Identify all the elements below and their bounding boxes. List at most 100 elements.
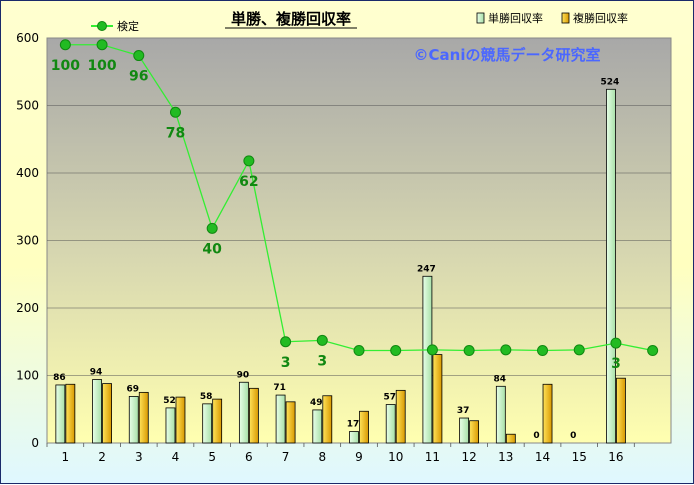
legend-bar-win: 単勝回収率 [476, 11, 543, 25]
y-tick-label: 600 [16, 31, 39, 45]
point-kentei [316, 334, 328, 346]
y-tick-label: 300 [16, 234, 39, 248]
gridlines [47, 105, 671, 376]
data-label-kentei: 3 [611, 356, 621, 372]
data-label-win: 37 [457, 406, 470, 416]
point-kentei [169, 106, 181, 118]
x-tick-label: 12 [461, 450, 476, 464]
x-tick-label: 13 [498, 450, 513, 464]
bar-place [248, 387, 259, 444]
legend-bar-place: 複勝回収率 [561, 11, 628, 25]
line-series [59, 39, 659, 357]
point-kentei [573, 344, 585, 356]
data-label-kentei: 3 [317, 353, 327, 369]
bar-place [359, 410, 369, 444]
y-tick-label: 500 [16, 99, 39, 113]
bar-place [212, 398, 223, 444]
legend-label-win: 単勝回収率 [488, 11, 543, 25]
point-kentei [353, 345, 365, 357]
legend-label-kentei: 検定 [117, 19, 139, 33]
data-label-kentei: 100 [51, 58, 80, 74]
x-tick-label: 7 [282, 450, 290, 464]
point-kentei [133, 50, 145, 62]
point-kentei [426, 344, 438, 356]
x-tick-label: 6 [245, 450, 253, 464]
bar-place [616, 377, 626, 444]
y-tick-label: 100 [16, 369, 39, 383]
bar-win [275, 394, 286, 444]
data-label-win: 86 [53, 373, 66, 383]
bar-place [505, 433, 516, 444]
bar-place [322, 395, 333, 444]
x-tick-label: 10 [388, 450, 403, 464]
data-label-win: 0 [570, 431, 576, 441]
bar-place [432, 354, 443, 444]
point-kentei [59, 39, 71, 51]
x-tick-label: 9 [355, 450, 363, 464]
bar-place [395, 389, 406, 444]
data-label-kentei: 78 [166, 125, 185, 141]
bar-win [606, 88, 616, 444]
x-tick-label: 14 [535, 450, 550, 464]
data-label-kentei: 96 [129, 69, 148, 85]
bar-win [238, 381, 249, 444]
point-kentei [243, 155, 255, 167]
bars [55, 88, 626, 444]
y-tick-label: 200 [16, 301, 39, 315]
bar-win [202, 403, 213, 444]
bar-place [175, 396, 186, 444]
data-label-win: 0 [533, 431, 539, 441]
bar-win [385, 404, 396, 444]
data-label-kentei: 62 [239, 174, 258, 190]
data-label-win: 524 [601, 77, 620, 87]
x-tick-label: 1 [62, 450, 70, 464]
data-label-win: 84 [494, 374, 507, 384]
bar-win [312, 409, 323, 444]
data-label-win: 58 [200, 392, 213, 402]
bar-win [55, 384, 66, 444]
point-kentei [280, 336, 292, 348]
chart-title: 単勝、複勝回収率 [231, 10, 351, 28]
bar-win [349, 431, 359, 444]
x-tick-label: 2 [98, 450, 106, 464]
point-kentei [610, 337, 622, 349]
bar-win [459, 417, 470, 444]
x-tick-label: 15 [572, 450, 587, 464]
bar-place [65, 383, 76, 444]
point-kentei [96, 39, 108, 51]
x-tick-label: 3 [135, 450, 143, 464]
bar-place [469, 420, 480, 444]
point-kentei [206, 222, 218, 234]
y-tick-label: 0 [31, 436, 39, 450]
legend-label-place: 複勝回収率 [573, 11, 628, 25]
point-kentei [647, 345, 659, 357]
y-tick-label: 400 [16, 166, 39, 180]
x-tick-label: 11 [425, 450, 440, 464]
data-label-win: 69 [126, 384, 139, 394]
legend-line: 検定 [91, 19, 139, 33]
bar-place [285, 401, 296, 444]
bar-place [138, 391, 149, 444]
x-tick-label: 5 [208, 450, 216, 464]
data-label-win: 71 [273, 383, 286, 393]
data-label-win: 247 [417, 264, 436, 274]
data-label-win: 57 [383, 393, 396, 403]
x-tick-label: 8 [318, 450, 326, 464]
data-label-kentei: 3 [281, 355, 291, 371]
x-tick-label: 16 [608, 450, 623, 464]
bar-place [102, 383, 112, 444]
data-label-win: 49 [310, 398, 323, 408]
point-kentei [390, 345, 402, 357]
data-label-kentei: 100 [87, 58, 116, 74]
data-label-win: 90 [237, 370, 250, 380]
data-label-win: 94 [90, 368, 103, 378]
bar-place [542, 383, 553, 444]
x-tick-label: 4 [172, 450, 180, 464]
point-kentei [463, 345, 475, 357]
watermark: ©Caniの競馬データ研究室 [414, 46, 601, 64]
point-kentei [500, 344, 512, 356]
data-label-kentei: 40 [202, 241, 222, 257]
